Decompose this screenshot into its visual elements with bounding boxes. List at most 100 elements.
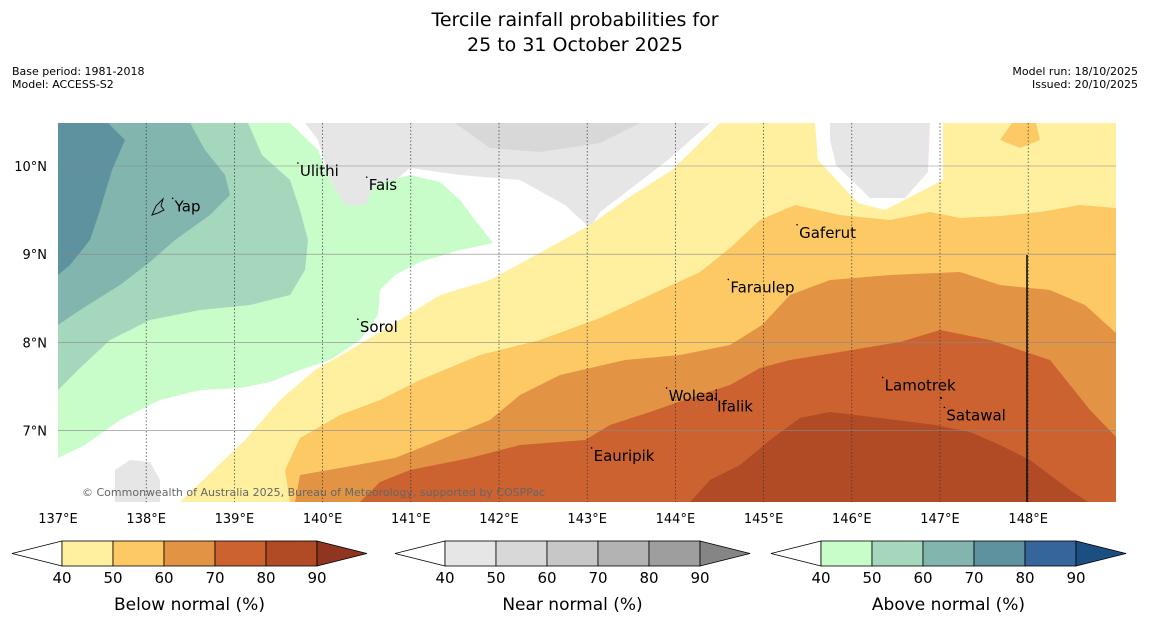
colorbar-tick-label: 50 <box>103 569 122 587</box>
place-marker <box>714 397 716 400</box>
colorbar-segment <box>1024 540 1077 567</box>
colorbar-high-extend <box>1075 540 1127 567</box>
colorbar-tick-label: 70 <box>964 569 983 587</box>
longitude-label: 139°E <box>215 512 255 527</box>
near-normal-region <box>830 123 930 198</box>
colorbar-tick-label: 90 <box>307 569 326 587</box>
colorbar-tick-label: 60 <box>913 569 932 587</box>
colorbar-tick-label: 40 <box>52 569 71 587</box>
longitude-gridlines <box>145 123 1029 502</box>
colorbar-segment <box>444 540 497 567</box>
colorbar-title: Above normal (%) <box>872 595 1025 615</box>
colorbar-title: Below normal (%) <box>114 595 265 615</box>
longitude-label: 146°E <box>832 512 872 527</box>
place-labels: Yap Ulithi Fais Gaferut Faraulep Sorol Lamotre… <box>171 162 1006 465</box>
colorbar: 40 50 60 70 80 90 Near normal (%) <box>394 540 751 615</box>
place-label: Lamotrek <box>885 376 956 394</box>
latitude-label: 7°N <box>23 425 48 440</box>
longitude-label: 140°E <box>303 512 343 527</box>
colorbar-segment <box>265 540 318 567</box>
colorbars: 40 50 60 70 80 90 Below normal (%) 40 50 60 70 80 90… <box>11 540 1127 615</box>
colorbar-segment <box>648 540 701 567</box>
place-label: Yap <box>174 197 201 215</box>
colorbar-tick-label: 60 <box>537 569 556 587</box>
longitude-label: 144°E <box>656 512 696 527</box>
model-name: Model: ACCESS-S2 <box>12 78 114 91</box>
place-marker <box>665 387 668 389</box>
colorbar-segment <box>163 540 216 567</box>
near-normal-region <box>455 123 640 152</box>
place-marker <box>297 162 299 164</box>
colorbar-segment <box>112 540 165 567</box>
colorbar-tick-label: 40 <box>811 569 830 587</box>
place-label: Sorol <box>360 318 398 336</box>
longitude-label: 145°E <box>744 512 784 527</box>
title-line-2: 25 to 31 October 2025 <box>467 34 683 56</box>
longitude-label: 142°E <box>479 512 519 527</box>
colorbar: 40 50 60 70 80 90 Above normal (%) <box>770 540 1127 615</box>
above-normal-region <box>58 123 125 275</box>
place-label: Fais <box>369 176 398 194</box>
colorbar-tick-label: 80 <box>1015 569 1034 587</box>
colorbar-tick-label: 90 <box>690 569 709 587</box>
latitude-label: 10°N <box>14 160 47 175</box>
colorbar-tick-label: 60 <box>154 569 173 587</box>
issued-date: Issued: 20/10/2025 <box>1031 78 1138 91</box>
copyright-notice: © Commonwealth of Australia 2025, Bureau… <box>82 486 545 499</box>
latitude-gridlines <box>58 165 1116 431</box>
colorbar-segment <box>546 540 599 567</box>
place-label: Satawal <box>946 406 1005 424</box>
colorbar-tick-label: 40 <box>435 569 454 587</box>
place-marker <box>727 278 730 281</box>
base-period: Base period: 1981-2018 <box>12 65 145 78</box>
longitude-label: 137°E <box>38 512 78 527</box>
colorbar-segment <box>871 540 924 567</box>
place-label: Faraulep <box>730 278 794 296</box>
place-marker <box>171 197 174 200</box>
probability-field <box>58 123 1116 502</box>
place-marker <box>590 447 593 449</box>
colorbar-tick-label: 50 <box>862 569 881 587</box>
below-normal-region <box>690 412 1088 502</box>
longitude-label: 138°E <box>126 512 166 527</box>
place-marker <box>943 406 946 409</box>
colorbar-tick-label: 70 <box>588 569 607 587</box>
colorbar-segment <box>820 540 873 567</box>
place-label: Ulithi <box>300 162 339 180</box>
colorbar-low-extend <box>11 540 63 567</box>
latitude-label: 9°N <box>23 248 48 263</box>
colorbar-tick-label: 50 <box>486 569 505 587</box>
colorbar-title: Near normal (%) <box>502 595 642 615</box>
meta-right: Model run: 18/10/2025 Issued: 20/10/2025 <box>1012 65 1138 91</box>
below-normal-region <box>1000 123 1040 148</box>
longitude-label: 141°E <box>391 512 431 527</box>
latitude-label: 8°N <box>23 336 48 351</box>
colorbar: 40 50 60 70 80 90 Below normal (%) <box>11 540 368 615</box>
place-label: Eauripik <box>594 447 655 465</box>
colorbar-low-extend <box>394 540 446 567</box>
near-normal-region <box>305 123 710 228</box>
colorbar-segment <box>61 540 114 567</box>
colorbar-segment <box>973 540 1026 567</box>
place-label: Ifalik <box>717 398 753 416</box>
model-run: Model run: 18/10/2025 <box>1012 65 1138 78</box>
colorbar-tick-label: 90 <box>1066 569 1085 587</box>
near-normal-region <box>115 460 160 502</box>
place-marker <box>796 223 798 226</box>
colorbar-segment <box>495 540 548 567</box>
longitude-axis-labels: 137°E 138°E 139°E 140°E 141°E 142°E 143°E 144°E… <box>38 512 1048 527</box>
map-title: Tercile rainfall probabilities for 25 to… <box>0 8 1150 58</box>
colorbar-tick-label: 80 <box>256 569 275 587</box>
colorbar-high-extend <box>699 540 751 567</box>
island-dot <box>940 397 942 399</box>
longitude-label: 147°E <box>920 512 960 527</box>
colorbar-low-extend <box>770 540 822 567</box>
latitude-axis-labels: 10°N 9°N 8°N 7°N <box>14 160 47 440</box>
colorbar-high-extend <box>316 540 368 567</box>
title-line-1: Tercile rainfall probabilities for <box>431 9 719 31</box>
place-marker <box>357 318 359 320</box>
longitude-label: 143°E <box>567 512 607 527</box>
place-marker <box>365 176 368 178</box>
colorbar-tick-label: 80 <box>639 569 658 587</box>
